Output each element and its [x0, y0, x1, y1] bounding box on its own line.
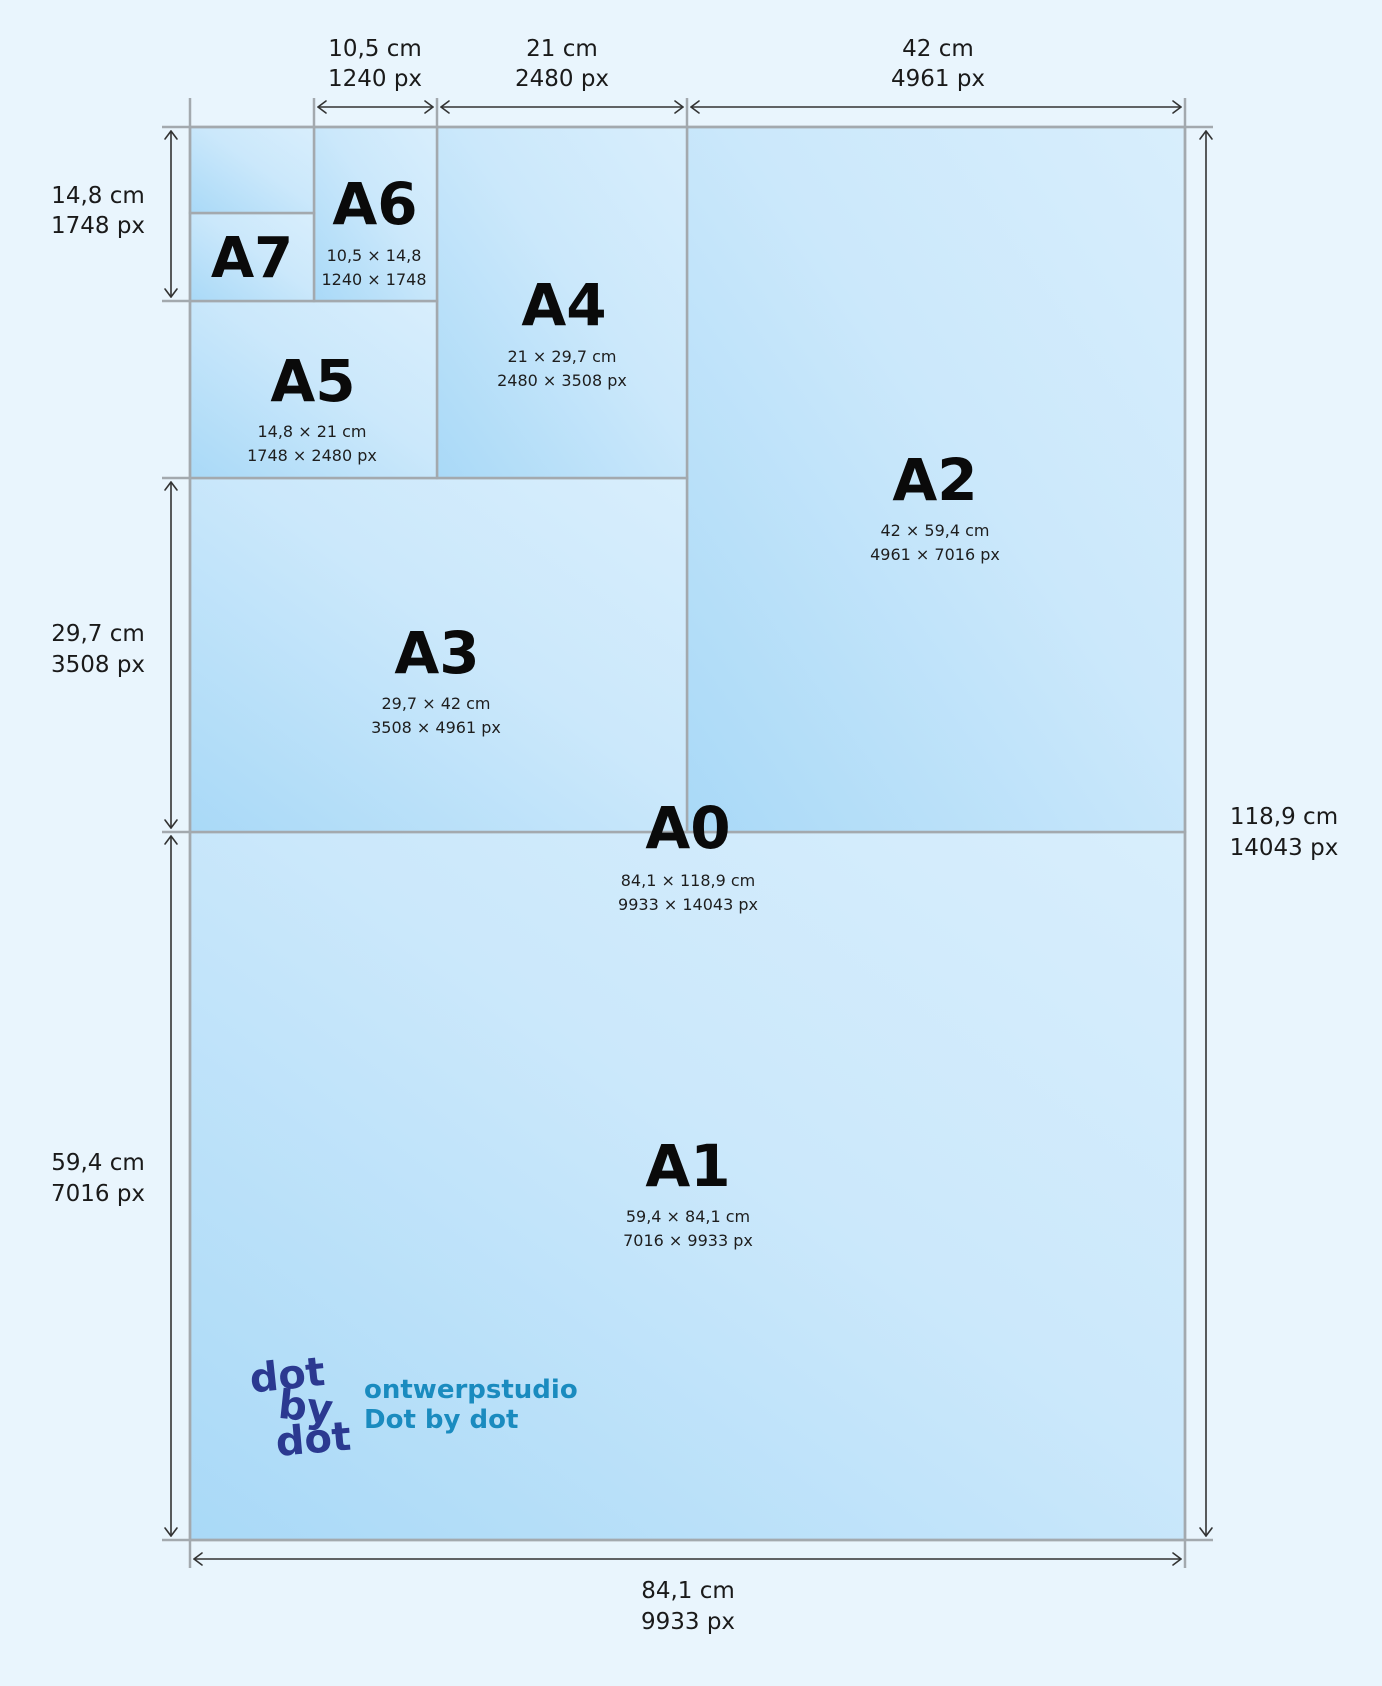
- sheet-labels: A0 84,1 × 118,9 cm 9933 × 14043 px A1 59…: [211, 170, 1000, 1250]
- sheet-a7-name: A7: [211, 226, 293, 291]
- arrow-right-118-9: [1199, 130, 1213, 1537]
- sheet-a7: A7: [211, 226, 293, 291]
- arrow-top-42: [690, 100, 1182, 114]
- dim-left-14-8-cm: 14,8 cm: [51, 183, 145, 209]
- sheet-a2-px: 4961 × 7016 px: [870, 545, 1000, 564]
- sheet-a2-name: A2: [892, 446, 977, 514]
- sheet-a0: A0 84,1 × 118,9 cm 9933 × 14043 px: [618, 794, 758, 914]
- sheet-a4-area: [435, 125, 689, 480]
- guide-lines: [162, 98, 1213, 1568]
- sheet-a3-px: 3508 × 4961 px: [371, 718, 501, 737]
- sheet-a0-name: A0: [645, 794, 730, 862]
- sheet-a5-name: A5: [270, 347, 355, 415]
- sheet-a5-cm: 14,8 × 21 cm: [257, 422, 366, 441]
- dim-top-21-px: 2480 px: [515, 66, 609, 92]
- arrow-top-21: [440, 100, 684, 114]
- sheet-a3-cm: 29,7 × 42 cm: [381, 694, 490, 713]
- arrow-bottom-84-1: [193, 1552, 1182, 1566]
- dim-left-14-8-px: 1748 px: [51, 213, 145, 239]
- sheet-a5-px: 1748 × 2480 px: [247, 446, 377, 465]
- sheet-a1-name: A1: [645, 1132, 730, 1200]
- sheet-a6-px: 1240 × 1748: [321, 270, 426, 289]
- sheet-a3: A3 29,7 × 42 cm 3508 × 4961 px: [371, 619, 501, 737]
- sheet-a6-name: A6: [332, 170, 417, 238]
- sheet-a4-px: 2480 × 3508 px: [497, 371, 627, 390]
- logo-mark-line-1: dot: [247, 1349, 327, 1403]
- sheet-a2-cm: 42 × 59,4 cm: [880, 521, 989, 540]
- sheet-a5-area: [188, 299, 439, 480]
- logo-mark-line-3: dot: [274, 1414, 353, 1466]
- arrow-left-14-8: [164, 130, 178, 298]
- dim-top-42-cm: 42 cm: [902, 36, 974, 62]
- logo-mark-line-2: by: [276, 1382, 335, 1433]
- dim-right-118-9-cm: 118,9 cm: [1230, 804, 1338, 830]
- sheet-a1: A1 59,4 × 84,1 cm 7016 × 9933 px: [623, 1132, 753, 1250]
- sheet-areas: [188, 125, 1187, 1542]
- sheet-a6-cm: 10,5 × 14,8: [327, 246, 422, 265]
- sheet-a4: A4 21 × 29,7 cm 2480 × 3508 px: [497, 271, 627, 390]
- sheet-a8-area: [188, 125, 316, 215]
- sheet-a1-cm: 59,4 × 84,1 cm: [626, 1207, 750, 1226]
- sheet-a7-area: [188, 211, 316, 303]
- dim-left-59-4-cm: 59,4 cm: [51, 1150, 145, 1176]
- sheet-a5: A5 14,8 × 21 cm 1748 × 2480 px: [247, 347, 377, 465]
- dim-top-10-5-cm: 10,5 cm: [328, 36, 422, 62]
- logo-line-2: Dot by dot: [364, 1405, 518, 1435]
- arrow-left-59-4: [164, 835, 178, 1537]
- sheet-a0-px: 9933 × 14043 px: [618, 895, 758, 914]
- sheet-a1-px: 7016 × 9933 px: [623, 1231, 753, 1250]
- dim-left-29-7-cm: 29,7 cm: [51, 621, 145, 647]
- logo-line-1: ontwerpstudio: [364, 1375, 578, 1405]
- sheet-a2-area: [685, 125, 1187, 834]
- dim-bottom-84-1-px: 9933 px: [641, 1609, 735, 1635]
- sheet-a6: A6 10,5 × 14,8 1240 × 1748: [321, 170, 426, 289]
- arrow-left-29-7: [164, 481, 178, 829]
- dim-left-59-4-px: 7016 px: [51, 1181, 145, 1207]
- dot-by-dot-logo-mark: dot by dot: [247, 1349, 352, 1466]
- dim-top-21-cm: 21 cm: [526, 36, 598, 62]
- sheet-a3-name: A3: [394, 619, 479, 687]
- dim-top-10-5-px: 1240 px: [328, 66, 422, 92]
- studio-logo: dot by dot ontwerpstudio Dot by dot: [247, 1349, 577, 1466]
- dim-top-42-px: 4961 px: [891, 66, 985, 92]
- dim-right-118-9-px: 14043 px: [1230, 835, 1339, 861]
- sheet-a4-cm: 21 × 29,7 cm: [507, 347, 616, 366]
- dim-left-29-7-px: 3508 px: [51, 652, 145, 678]
- sheet-a1-area: [188, 830, 1187, 1542]
- arrow-top-10-5: [317, 100, 434, 114]
- sheet-a0-cm: 84,1 × 118,9 cm: [621, 871, 755, 890]
- dimension-arrows: [164, 100, 1213, 1566]
- sheet-a2: A2 42 × 59,4 cm 4961 × 7016 px: [870, 446, 1000, 564]
- sheet-a4-name: A4: [521, 271, 606, 339]
- dim-bottom-84-1-cm: 84,1 cm: [641, 1578, 735, 1604]
- dimension-labels: 10,5 cm 1240 px 21 cm 2480 px 42 cm 4961…: [51, 36, 1338, 1635]
